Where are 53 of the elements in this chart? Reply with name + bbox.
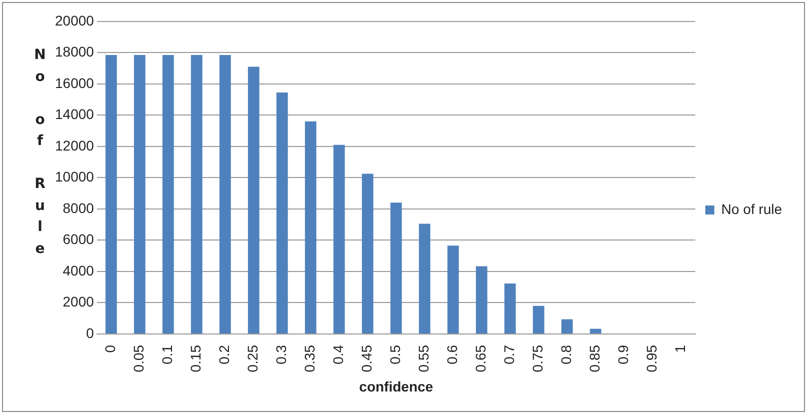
x-tick-label: 0.65	[472, 344, 488, 372]
y-tick-label: 16000	[54, 74, 94, 91]
x-tick-label: 0	[102, 344, 118, 353]
bar	[532, 306, 544, 334]
bar	[362, 174, 374, 334]
x-tick-label: 0.2	[216, 344, 232, 364]
y-tick-label: 18000	[54, 44, 94, 60]
x-tick-label: 0.5	[386, 344, 403, 364]
x-tick-label: 0.15	[188, 344, 204, 372]
legend-label: No of rule	[721, 200, 782, 217]
bar	[105, 55, 117, 334]
x-tick-label: 0.6	[444, 344, 460, 364]
y-tick-label: 0	[86, 324, 94, 341]
bar	[561, 319, 573, 334]
text: No of Rule	[34, 47, 46, 256]
bar	[333, 144, 345, 334]
x-tick-label: 0.75	[529, 344, 546, 372]
x-tick-label: 0.05	[130, 344, 147, 372]
y-tick-label: 20000	[54, 12, 94, 28]
bar	[447, 246, 459, 334]
bar	[304, 121, 316, 334]
x-tick-label: 0.8	[558, 344, 574, 364]
bar	[390, 202, 402, 334]
bar	[418, 224, 430, 334]
y-tick-label: 10000	[54, 168, 94, 185]
x-tick-label: 0.55	[415, 344, 432, 372]
x-tick-label: 0.1	[159, 344, 176, 364]
bar	[476, 266, 488, 334]
x-tick-label: 0.35	[301, 344, 318, 372]
y-tick-label: 8000	[62, 200, 94, 216]
x-tick-label: 0.95	[643, 344, 660, 372]
y-tick-label: 4000	[62, 262, 94, 278]
bar	[134, 55, 146, 334]
x-tick-label: 0.25	[244, 344, 261, 372]
x-tick-label: 0.3	[273, 344, 289, 364]
x-tick-label: 0.45	[358, 344, 374, 372]
bar	[504, 283, 516, 334]
x-axis-title: confidence	[359, 378, 434, 394]
y-tick-label: 2000	[62, 294, 94, 310]
y-tick-label: 12000	[54, 137, 94, 154]
x-tick-label: 0.85	[586, 344, 602, 372]
bar	[162, 55, 174, 334]
x-tick-label: 0.7	[500, 344, 517, 364]
bar	[248, 66, 260, 334]
x-tick-label: 0.9	[614, 344, 631, 364]
bar	[276, 92, 288, 334]
bar	[190, 55, 202, 334]
bar	[590, 328, 602, 334]
x-tick-label: 0.4	[330, 344, 346, 364]
x-tick-label: 1	[672, 344, 688, 353]
bar	[219, 55, 231, 334]
y-tick-label: 6000	[62, 231, 94, 248]
y-tick-label: 14000	[54, 106, 94, 122]
